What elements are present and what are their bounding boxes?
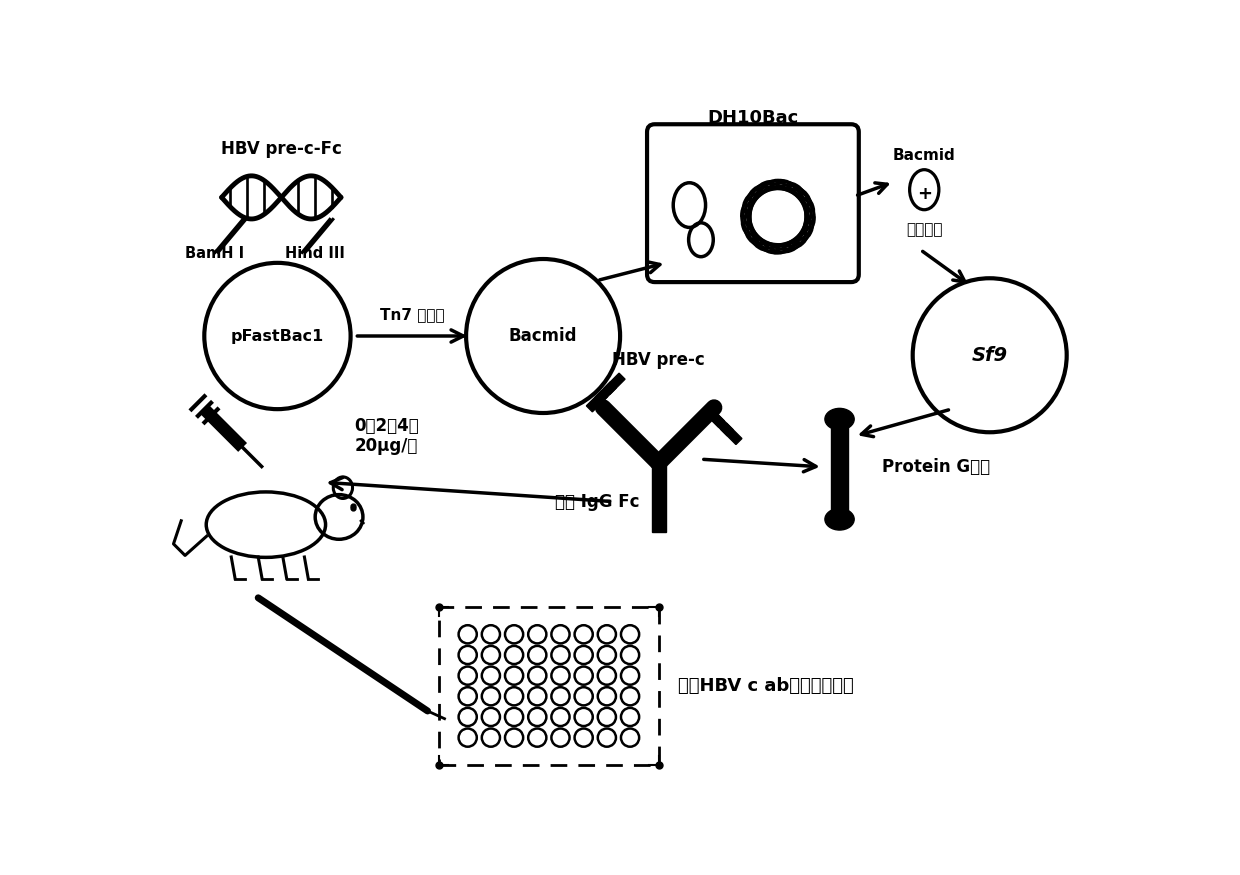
Text: Protein G纯化: Protein G纯化	[882, 458, 990, 476]
Text: Bacmid: Bacmid	[893, 148, 956, 163]
Text: +: +	[916, 185, 931, 202]
Bar	[831, 419, 848, 514]
Text: 转染试剂: 转染试剂	[906, 222, 942, 237]
Bar	[587, 390, 608, 412]
Bar	[703, 406, 724, 427]
Text: 血清HBV c ab免疫酶联反应: 血清HBV c ab免疫酶联反应	[678, 677, 853, 695]
Text: HBV pre-c: HBV pre-c	[613, 351, 706, 369]
Text: Hind III: Hind III	[285, 246, 345, 261]
Text: pFastBac1: pFastBac1	[231, 328, 324, 344]
Text: Sf9: Sf9	[972, 346, 1008, 365]
Text: 小鼠 IgG Fc: 小鼠 IgG Fc	[554, 493, 639, 510]
Bar	[595, 382, 616, 403]
Text: BamH I: BamH I	[185, 246, 244, 261]
Ellipse shape	[825, 508, 854, 530]
Ellipse shape	[825, 409, 854, 430]
Bar	[604, 373, 625, 395]
Text: DH10Bac: DH10Bac	[707, 109, 799, 127]
Bar	[439, 607, 658, 765]
Text: Tn7 转座子: Tn7 转座子	[379, 307, 444, 322]
Text: Bacmid: Bacmid	[508, 327, 578, 345]
Text: 0，2，4周
20μg/鼠: 0，2，4周 20μg/鼠	[355, 416, 419, 456]
Bar	[720, 424, 742, 444]
Text: HBV pre-c-Fc: HBV pre-c-Fc	[221, 140, 342, 158]
Bar	[652, 463, 666, 532]
Bar	[712, 415, 733, 436]
